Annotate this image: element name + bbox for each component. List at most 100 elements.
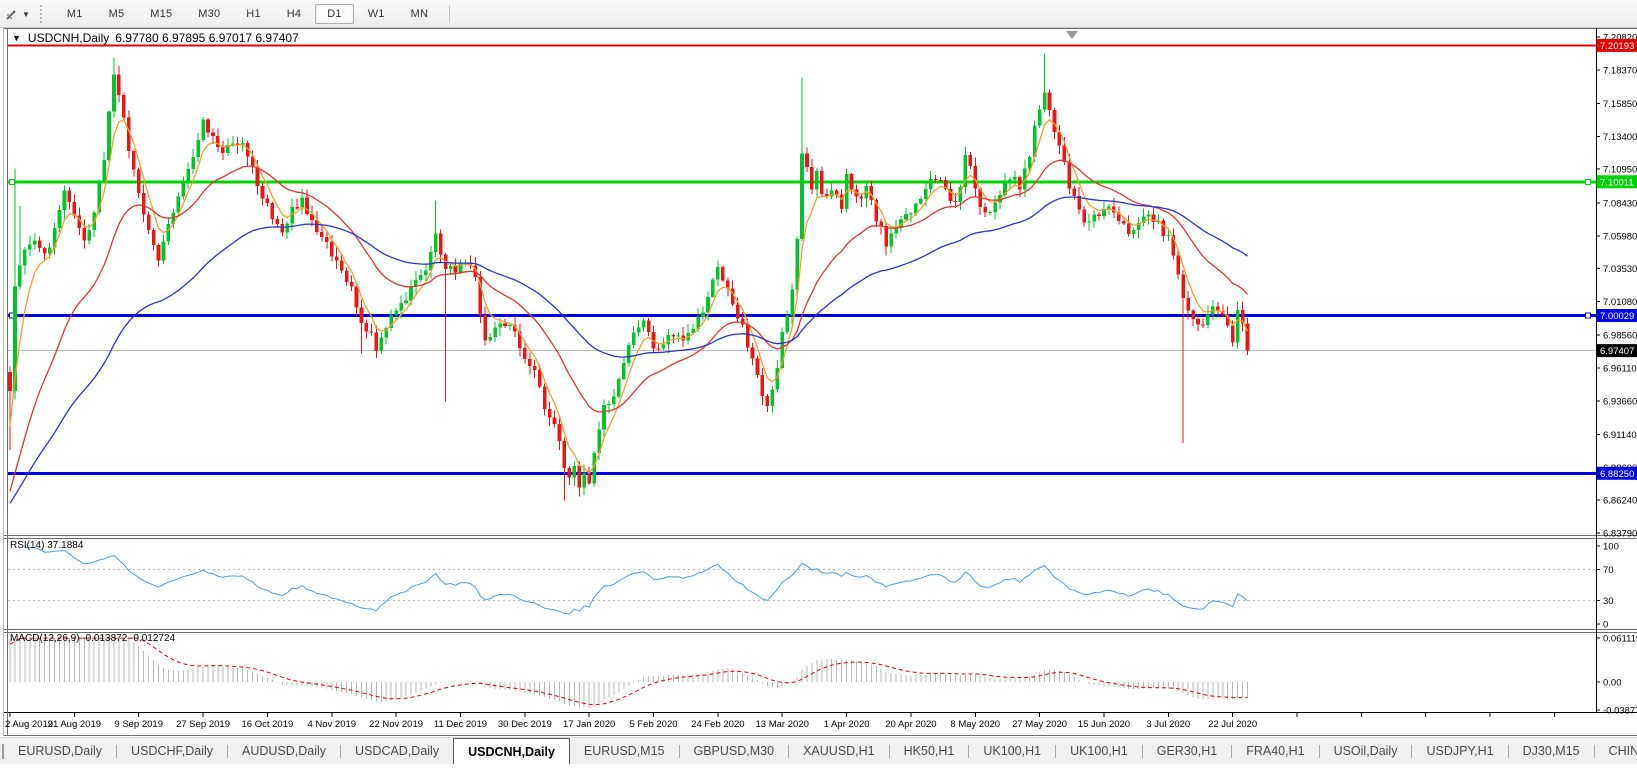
tab-separator	[116, 744, 118, 758]
svg-text:0.061119: 0.061119	[1603, 633, 1637, 644]
tab-eurusd-m15-5[interactable]: EURUSD,M15	[583, 744, 665, 758]
tab-separator	[968, 744, 970, 758]
svg-text:7.03530: 7.03530	[1603, 264, 1637, 275]
toolbar-drag-grip[interactable]	[39, 4, 46, 23]
tab-usoil-daily-13[interactable]: USOil,Daily	[1333, 744, 1398, 758]
svg-text:100: 100	[1603, 542, 1619, 553]
price-axis[interactable]: 7.20820 7.18370 7.15850 7.13400 7.10950 7.084…	[1596, 33, 1637, 717]
price-badge-7.20193: 7.20193	[1600, 41, 1634, 52]
date-label: 27 Sep 2019	[176, 719, 230, 730]
chart-tabbar: EURUSD,Daily USDCHF,Daily AUDUSD,Daily USDC…	[0, 737, 1637, 764]
date-label: 4 Nov 2019	[307, 719, 356, 730]
tf-button-d1[interactable]: D1	[315, 3, 354, 24]
tab-separator	[1411, 744, 1413, 758]
tab-usdcnh-daily-4[interactable]: USDCNH,Daily	[453, 738, 570, 764]
current-price-badge: 6.97407	[1600, 346, 1634, 357]
date-label: 5 Feb 2020	[629, 719, 677, 730]
symbol-name: USDCNH,Daily	[27, 31, 110, 45]
date-label: 2 Aug 2019	[5, 719, 53, 730]
tab-dj30-m15-15[interactable]: DJ30,M15	[1522, 744, 1580, 758]
chart-title: ▼ USDCNH,Daily 6.97780 6.97895 6.97017 6…	[12, 31, 299, 45]
rsi-pane	[8, 547, 1596, 615]
svg-text:0.00: 0.00	[1603, 678, 1622, 689]
svg-text:7.13400: 7.13400	[1603, 132, 1637, 143]
date-label: 30 Dec 2019	[498, 719, 552, 730]
svg-text:7.01080: 7.01080	[1603, 297, 1637, 308]
tab-usdcad-daily-3[interactable]: USDCAD,Daily	[355, 744, 440, 758]
ohlc-readout: 6.97780 6.97895 6.97017 6.97407	[115, 31, 299, 45]
date-label: 8 May 2020	[950, 719, 1000, 730]
date-label: 16 Oct 2019	[242, 719, 294, 730]
svg-text:6.86240: 6.86240	[1603, 496, 1637, 507]
tab-uk100-h1-10[interactable]: UK100,H1	[1070, 744, 1128, 758]
tab-separator	[227, 744, 228, 758]
tf-button-m1[interactable]: M1	[66, 7, 83, 20]
svg-text:30: 30	[1603, 596, 1614, 607]
tabbar-edge	[2, 743, 4, 759]
tf-button-mn[interactable]: MN	[410, 7, 429, 20]
tf-button-m15[interactable]: M15	[150, 7, 173, 20]
svg-text:7.10950: 7.10950	[1603, 165, 1637, 176]
cursor-tool-icon[interactable]	[4, 6, 20, 22]
candlesticks	[8, 53, 1250, 501]
ma-medium-line	[9, 159, 1248, 492]
ma-fast-line	[9, 118, 1249, 475]
ma-slow-line	[9, 196, 1248, 504]
svg-text:6.96110: 6.96110	[1603, 363, 1637, 374]
date-label: 20 Apr 2020	[885, 719, 936, 730]
tab-separator	[1507, 744, 1509, 758]
price-badge-6.88250: 6.88250	[1600, 469, 1634, 480]
down-triangle-marker[interactable]	[1066, 31, 1078, 39]
svg-text:7.08430: 7.08430	[1603, 198, 1637, 209]
tab-uk100-h1-9[interactable]: UK100,H1	[983, 744, 1042, 758]
tab-separator	[1318, 744, 1320, 758]
pane-borders	[3, 28, 1637, 736]
macd-pane	[9, 637, 1248, 708]
date-label: 21 Aug 2019	[48, 719, 101, 730]
date-label: 9 Sep 2019	[114, 719, 163, 730]
price-badge-7.10011: 7.10011	[1600, 177, 1634, 188]
tf-button-h1[interactable]: H1	[246, 7, 261, 20]
tf-button-h4[interactable]: H4	[286, 7, 302, 20]
tab-usdjpy-h1-14[interactable]: USDJPY,H1	[1426, 744, 1494, 758]
tab-xauusd-h1-7[interactable]: XAUUSD,H1	[803, 744, 875, 758]
macd-indicator-label: MACD(12,26,9) -0.013872 -0.012724	[10, 633, 176, 644]
tab-separator	[678, 744, 680, 758]
tf-button-m5[interactable]: M5	[108, 7, 125, 20]
tab-separator	[788, 744, 790, 758]
date-label: 1 Apr 2020	[824, 719, 870, 730]
chart-canvas[interactable]: 7.20820 7.18370 7.15850 7.13400 7.10950 7.084…	[0, 28, 1637, 736]
svg-text:7.15850: 7.15850	[1603, 99, 1637, 110]
tab-usdchf-daily-1[interactable]: USDCHF,Daily	[131, 744, 213, 758]
svg-text:-0.03877: -0.03877	[1603, 705, 1637, 716]
tab-fra40-h1-12[interactable]: FRA40,H1	[1246, 744, 1305, 758]
tab-separator	[1141, 744, 1143, 758]
tab-separator	[1593, 744, 1595, 758]
svg-text:7.20820: 7.20820	[1603, 33, 1637, 44]
date-label: 22 Jul 2020	[1208, 719, 1257, 730]
tab-hk50-h1-8[interactable]: HK50,H1	[903, 744, 955, 758]
date-label: 22 Nov 2019	[369, 719, 423, 730]
tf-button-w1[interactable]: W1	[367, 7, 385, 20]
date-label: 17 Jan 2020	[563, 719, 615, 730]
price-badge-7.00029: 7.00029	[1600, 311, 1634, 322]
tab-eurusd-daily-0[interactable]: EURUSD,Daily	[18, 744, 103, 758]
symbol-dropdown-icon[interactable]: ▼	[12, 33, 21, 43]
svg-text:6.91140: 6.91140	[1603, 430, 1637, 441]
svg-text:6.98560: 6.98560	[1603, 331, 1637, 342]
date-label: 11 Dec 2019	[434, 719, 487, 730]
svg-text:6.83790: 6.83790	[1603, 529, 1637, 540]
cursor-tool-dropdown-icon[interactable]: ▼	[22, 10, 30, 19]
tab-ger30-h1-11[interactable]: GER30,H1	[1156, 744, 1218, 758]
tf-button-m30[interactable]: M30	[198, 7, 221, 20]
rsi-indicator-label: RSI(14) 37.1884	[10, 540, 84, 551]
date-label: 27 May 2020	[1012, 719, 1067, 730]
date-label: 24 Feb 2020	[691, 719, 744, 730]
tab-china300-h4-16[interactable]: CHINA300,H4	[1608, 744, 1637, 758]
date-label: 3 Jul 2020	[1146, 719, 1190, 730]
svg-text:7.18370: 7.18370	[1603, 65, 1637, 76]
tab-audusd-daily-2[interactable]: AUDUSD,Daily	[242, 744, 327, 758]
tab-gbpusd-m30-6[interactable]: GBPUSD,M30	[693, 744, 775, 758]
